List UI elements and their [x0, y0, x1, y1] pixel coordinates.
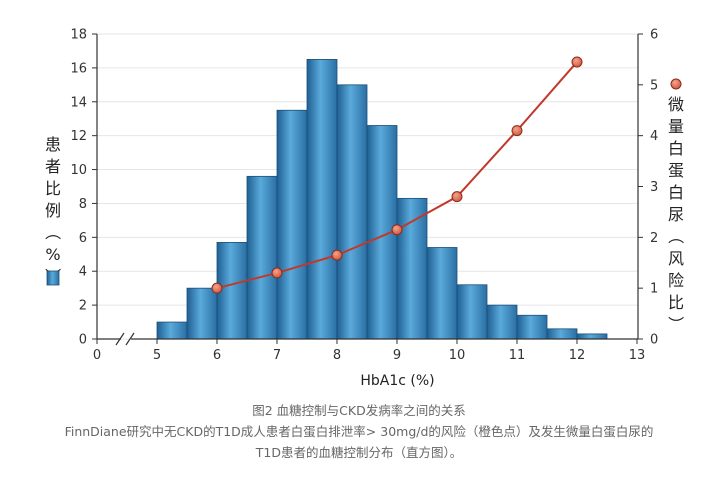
x-tick-label: 0: [93, 348, 101, 363]
y-tick-label: 10: [70, 163, 87, 178]
y2-axis-title-char: 比: [668, 293, 684, 312]
x-tick-label: 11: [509, 348, 526, 363]
y-axis-title-char: 例: [45, 201, 61, 220]
caption-line-1: FinnDiane研究中无CKD的T1D成人患者白蛋白排泄率> 30mg/d的风…: [64, 424, 654, 439]
y-tick-label: 8: [79, 197, 87, 212]
y2-axis-title-char: 险: [668, 271, 684, 290]
y-axis-title-char: %: [45, 245, 60, 264]
histogram-bar: [486, 304, 518, 340]
y2-tick-label: 3: [650, 180, 658, 195]
risk-point: [511, 125, 523, 137]
x-tick-label: 5: [153, 348, 161, 363]
histogram-bars: [156, 59, 608, 340]
histogram-bar: [306, 59, 338, 340]
y2-tick-label: 1: [650, 282, 658, 297]
y-axis-title-char: 患: [45, 135, 61, 154]
x-tick-label: 7: [273, 348, 281, 363]
histogram-legend-swatch: [46, 270, 60, 286]
y-tick-label: 2: [79, 299, 87, 314]
y2-axis-title-char: 尿: [668, 205, 684, 224]
histogram-bar: [186, 287, 218, 340]
caption-title: 图2 血糖控制与CKD发病率之间的关系: [252, 403, 466, 418]
y-tick-label: 4: [79, 265, 87, 280]
y2-axis-title-char: 蛋: [668, 161, 684, 180]
x-tick-label: 9: [393, 348, 401, 363]
caption-line-2: T1D患者的血糖控制分布（直方图）。: [255, 445, 463, 460]
x-tick-label: 6: [213, 348, 221, 363]
y2-tick-label: 2: [650, 231, 658, 246]
histogram-bar: [396, 197, 428, 340]
y2-axis-title-char: 量: [668, 117, 684, 136]
histogram-bar: [336, 84, 368, 340]
axis-break-mark: [115, 332, 125, 346]
y2-axis-title-char: ）: [666, 316, 685, 332]
y2-axis-title-char: 风: [668, 249, 684, 268]
x-tick-label: 13: [629, 348, 646, 363]
risk-point: [451, 191, 463, 203]
y2-tick-label: 6: [650, 28, 658, 43]
y2-tick-label: 4: [650, 129, 658, 144]
x-tick-label: 10: [449, 348, 466, 363]
histogram-bar: [276, 109, 308, 340]
y2-axis-title-char: （: [666, 228, 685, 244]
histogram-bar: [156, 321, 188, 340]
y-tick-label: 18: [70, 28, 87, 43]
risk-point: [211, 282, 223, 294]
y2-tick-label: 5: [650, 78, 658, 93]
y-axis-title-char: （: [43, 224, 62, 240]
x-tick-label: 12: [569, 348, 586, 363]
y2-tick-label: 0: [650, 333, 658, 348]
y-axis-title-char: 者: [45, 157, 61, 176]
axis-break-mark: [125, 332, 135, 346]
y2-axis-title-char: 微: [668, 95, 684, 114]
risk-point: [271, 267, 283, 279]
risk-series: [211, 56, 583, 294]
y-tick-label: 0: [79, 333, 87, 348]
y2-axis-title-char: 白: [668, 183, 684, 202]
y-tick-label: 16: [70, 61, 87, 76]
risk-point: [391, 224, 403, 236]
figure-caption: 图2 血糖控制与CKD发病率之间的关系 FinnDiane研究中无CKD的T1D…: [0, 400, 718, 463]
histogram-bar: [516, 314, 548, 340]
x-tick-label: 8: [333, 348, 341, 363]
histogram-bar: [576, 333, 608, 340]
y-tick-label: 14: [70, 95, 87, 110]
risk-point: [331, 249, 343, 261]
x-axis-title: HbA1c (%): [360, 373, 434, 389]
y-axis-title-char: 比: [45, 179, 61, 198]
y-tick-label: 12: [70, 129, 87, 144]
risk-legend-marker: [670, 78, 682, 90]
histogram-bar: [546, 328, 578, 340]
y2-axis-title-char: 白: [668, 139, 684, 158]
risk-point: [571, 56, 583, 68]
histogram-bar: [246, 175, 278, 340]
histogram-bar: [456, 284, 488, 340]
histogram-bar: [426, 247, 458, 340]
y-tick-label: 6: [79, 231, 87, 246]
